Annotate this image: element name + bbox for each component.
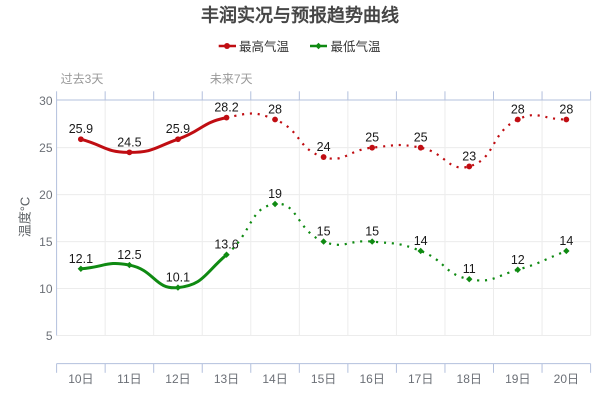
svg-text:12.1: 12.1 bbox=[69, 252, 93, 266]
svg-text:30: 30 bbox=[39, 94, 53, 108]
svg-text:25: 25 bbox=[39, 141, 53, 155]
svg-text:最高气温: 最高气温 bbox=[239, 39, 290, 54]
svg-text:28.2: 28.2 bbox=[214, 101, 238, 115]
svg-text:15: 15 bbox=[39, 235, 53, 249]
svg-text:25.9: 25.9 bbox=[69, 122, 93, 136]
svg-text:丰润实况与预报趋势曲线: 丰润实况与预报趋势曲线 bbox=[201, 4, 399, 25]
svg-text:10: 10 bbox=[39, 282, 53, 296]
svg-text:23: 23 bbox=[462, 149, 476, 163]
svg-text:15: 15 bbox=[317, 225, 331, 239]
svg-text:14: 14 bbox=[414, 234, 428, 248]
svg-text:12日: 12日 bbox=[165, 372, 190, 386]
svg-text:13.6: 13.6 bbox=[214, 238, 238, 252]
svg-text:28: 28 bbox=[268, 102, 282, 116]
svg-text:20: 20 bbox=[39, 188, 53, 202]
svg-text:25: 25 bbox=[365, 131, 379, 145]
svg-text:未来7天: 未来7天 bbox=[210, 72, 253, 86]
svg-text:10.1: 10.1 bbox=[166, 271, 190, 285]
svg-text:25.9: 25.9 bbox=[166, 122, 190, 136]
svg-text:28: 28 bbox=[511, 102, 525, 116]
svg-text:11日: 11日 bbox=[117, 372, 141, 386]
svg-text:过去3天: 过去3天 bbox=[61, 72, 104, 86]
svg-text:17日: 17日 bbox=[408, 372, 433, 386]
svg-text:24: 24 bbox=[317, 140, 331, 154]
svg-text:14日: 14日 bbox=[262, 372, 287, 386]
svg-text:18日: 18日 bbox=[457, 372, 482, 386]
svg-text:12.5: 12.5 bbox=[117, 248, 141, 262]
svg-text:10日: 10日 bbox=[68, 372, 93, 386]
svg-text:25: 25 bbox=[414, 131, 428, 145]
svg-text:19: 19 bbox=[268, 187, 282, 201]
svg-text:温度°C: 温度°C bbox=[18, 197, 33, 238]
svg-text:15日: 15日 bbox=[311, 372, 336, 386]
svg-text:5: 5 bbox=[46, 329, 53, 343]
svg-text:24.5: 24.5 bbox=[117, 135, 141, 149]
svg-text:19日: 19日 bbox=[505, 372, 530, 386]
svg-text:12: 12 bbox=[511, 253, 525, 267]
svg-text:13日: 13日 bbox=[214, 372, 239, 386]
svg-text:15: 15 bbox=[365, 225, 379, 239]
svg-text:28: 28 bbox=[559, 102, 573, 116]
svg-text:14: 14 bbox=[559, 234, 573, 248]
svg-text:11: 11 bbox=[463, 262, 476, 276]
svg-text:20日: 20日 bbox=[554, 372, 579, 386]
svg-text:最低气温: 最低气温 bbox=[331, 39, 382, 54]
svg-text:16日: 16日 bbox=[359, 372, 384, 386]
